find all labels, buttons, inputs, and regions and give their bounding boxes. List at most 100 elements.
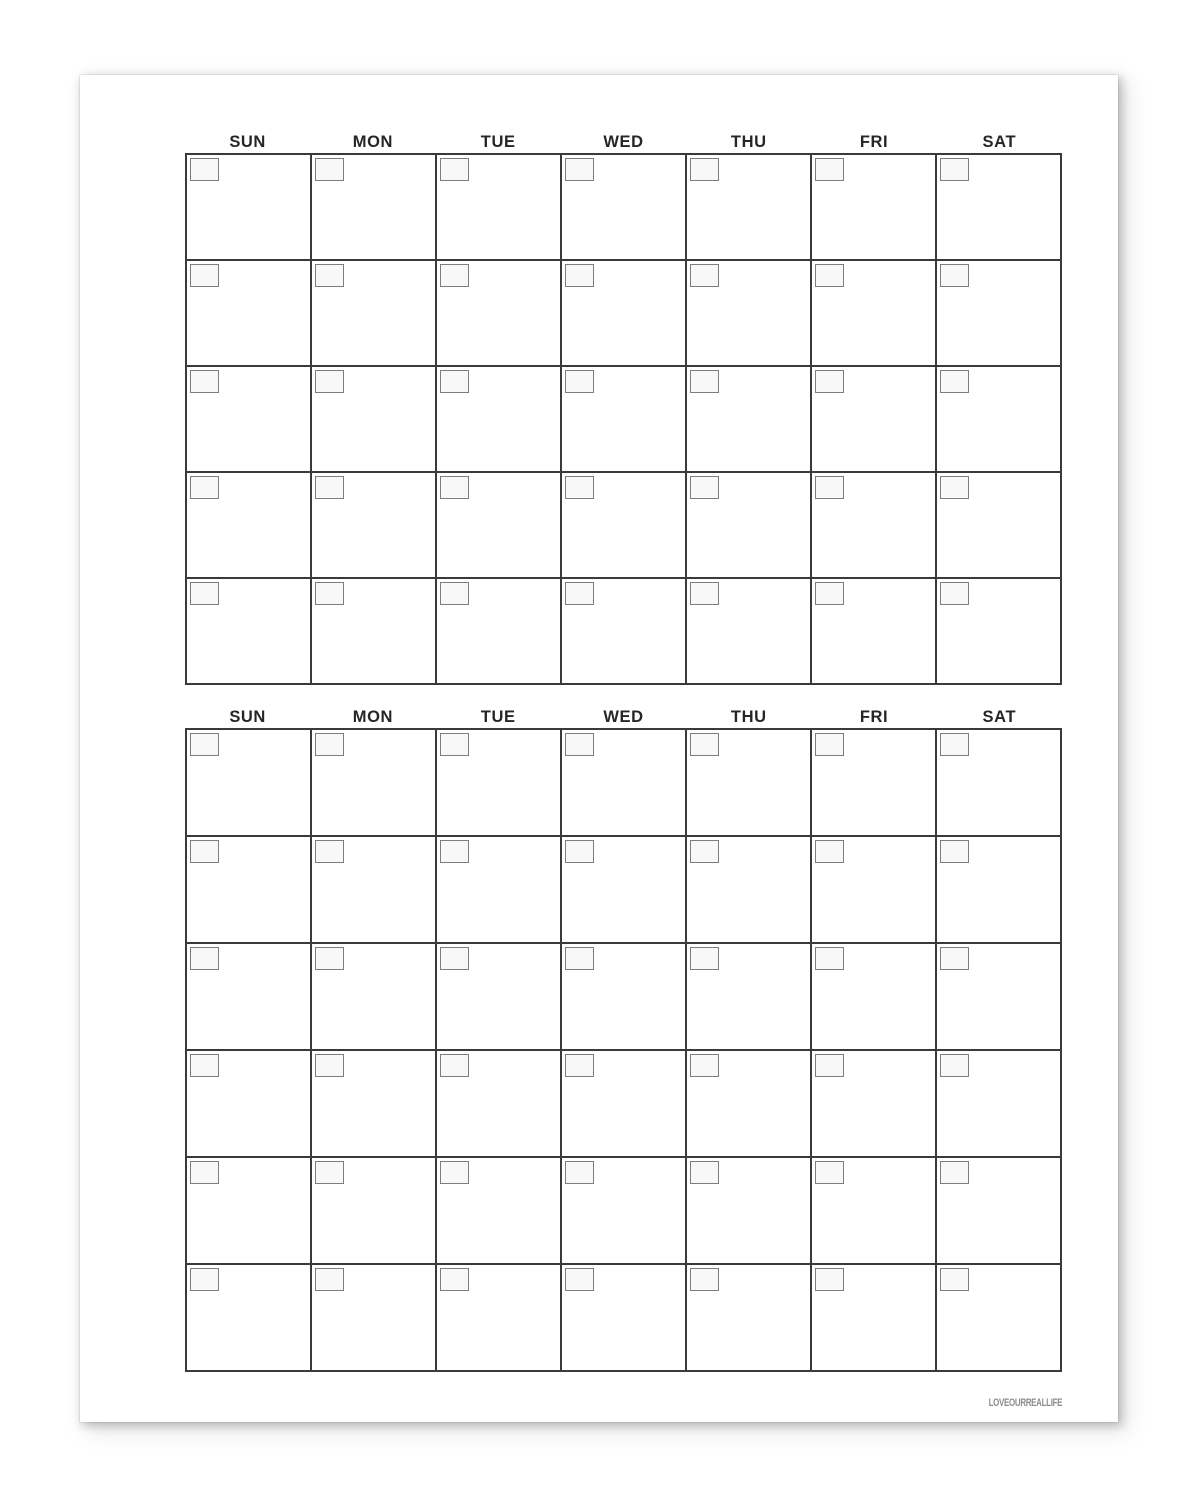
- date-number-box[interactable]: [440, 733, 469, 756]
- day-cell-november-w2-sun[interactable]: [187, 261, 312, 367]
- date-number-box[interactable]: [690, 370, 719, 393]
- date-number-box[interactable]: [690, 840, 719, 863]
- date-number-box[interactable]: [565, 1054, 594, 1077]
- date-number-box[interactable]: [565, 158, 594, 181]
- date-number-box[interactable]: [690, 158, 719, 181]
- date-number-box[interactable]: [315, 158, 344, 181]
- day-cell-november-w4-fri[interactable]: [812, 473, 937, 579]
- day-cell-november-w4-wed[interactable]: [562, 473, 687, 579]
- day-cell-december-w6-wed[interactable]: [562, 1265, 687, 1372]
- day-cell-december-w2-sat[interactable]: [937, 837, 1062, 944]
- day-cell-december-w4-sat[interactable]: [937, 1051, 1062, 1158]
- day-cell-december-w4-tue[interactable]: [437, 1051, 562, 1158]
- date-number-box[interactable]: [690, 582, 719, 605]
- date-number-box[interactable]: [940, 733, 969, 756]
- date-number-box[interactable]: [190, 476, 219, 499]
- day-cell-december-w1-tue[interactable]: [437, 730, 562, 837]
- day-cell-november-w1-tue[interactable]: [437, 155, 562, 261]
- date-number-box[interactable]: [565, 840, 594, 863]
- date-number-box[interactable]: [440, 158, 469, 181]
- day-cell-november-w3-thu[interactable]: [687, 367, 812, 473]
- day-cell-december-w2-thu[interactable]: [687, 837, 812, 944]
- date-number-box[interactable]: [190, 158, 219, 181]
- day-cell-november-w5-tue[interactable]: [437, 579, 562, 685]
- date-number-box[interactable]: [565, 1268, 594, 1291]
- date-number-box[interactable]: [690, 1161, 719, 1184]
- date-number-box[interactable]: [940, 582, 969, 605]
- day-cell-november-w1-mon[interactable]: [312, 155, 437, 261]
- date-number-box[interactable]: [190, 582, 219, 605]
- date-number-box[interactable]: [815, 582, 844, 605]
- date-number-box[interactable]: [940, 264, 969, 287]
- day-cell-december-w5-wed[interactable]: [562, 1158, 687, 1265]
- day-cell-december-w3-wed[interactable]: [562, 944, 687, 1051]
- day-cell-december-w2-fri[interactable]: [812, 837, 937, 944]
- day-cell-november-w3-fri[interactable]: [812, 367, 937, 473]
- day-cell-december-w5-sun[interactable]: [187, 1158, 312, 1265]
- date-number-box[interactable]: [940, 1054, 969, 1077]
- date-number-box[interactable]: [315, 947, 344, 970]
- day-cell-december-w4-wed[interactable]: [562, 1051, 687, 1158]
- date-number-box[interactable]: [315, 1268, 344, 1291]
- day-cell-december-w3-mon[interactable]: [312, 944, 437, 1051]
- day-cell-december-w3-sun[interactable]: [187, 944, 312, 1051]
- day-cell-december-w6-sun[interactable]: [187, 1265, 312, 1372]
- date-number-box[interactable]: [190, 370, 219, 393]
- day-cell-december-w2-tue[interactable]: [437, 837, 562, 944]
- date-number-box[interactable]: [190, 733, 219, 756]
- date-number-box[interactable]: [440, 840, 469, 863]
- day-cell-november-w3-wed[interactable]: [562, 367, 687, 473]
- date-number-box[interactable]: [315, 1161, 344, 1184]
- date-number-box[interactable]: [940, 840, 969, 863]
- date-number-box[interactable]: [315, 264, 344, 287]
- date-number-box[interactable]: [440, 582, 469, 605]
- day-cell-november-w5-thu[interactable]: [687, 579, 812, 685]
- date-number-box[interactable]: [440, 1054, 469, 1077]
- date-number-box[interactable]: [690, 1054, 719, 1077]
- day-cell-november-w3-mon[interactable]: [312, 367, 437, 473]
- day-cell-december-w1-wed[interactable]: [562, 730, 687, 837]
- date-number-box[interactable]: [565, 947, 594, 970]
- day-cell-november-w2-tue[interactable]: [437, 261, 562, 367]
- day-cell-november-w2-wed[interactable]: [562, 261, 687, 367]
- day-cell-december-w5-mon[interactable]: [312, 1158, 437, 1265]
- date-number-box[interactable]: [440, 947, 469, 970]
- day-cell-november-w1-fri[interactable]: [812, 155, 937, 261]
- day-cell-december-w3-fri[interactable]: [812, 944, 937, 1051]
- day-cell-december-w6-mon[interactable]: [312, 1265, 437, 1372]
- day-cell-november-w5-mon[interactable]: [312, 579, 437, 685]
- day-cell-november-w4-mon[interactable]: [312, 473, 437, 579]
- date-number-box[interactable]: [565, 476, 594, 499]
- day-cell-november-w5-sat[interactable]: [937, 579, 1062, 685]
- date-number-box[interactable]: [440, 1161, 469, 1184]
- day-cell-december-w4-thu[interactable]: [687, 1051, 812, 1158]
- date-number-box[interactable]: [190, 840, 219, 863]
- day-cell-november-w1-wed[interactable]: [562, 155, 687, 261]
- day-cell-december-w2-sun[interactable]: [187, 837, 312, 944]
- date-number-box[interactable]: [940, 158, 969, 181]
- date-number-box[interactable]: [190, 1268, 219, 1291]
- day-cell-december-w2-mon[interactable]: [312, 837, 437, 944]
- date-number-box[interactable]: [440, 476, 469, 499]
- date-number-box[interactable]: [315, 582, 344, 605]
- day-cell-november-w2-sat[interactable]: [937, 261, 1062, 367]
- date-number-box[interactable]: [565, 582, 594, 605]
- day-cell-december-w5-fri[interactable]: [812, 1158, 937, 1265]
- date-number-box[interactable]: [565, 733, 594, 756]
- date-number-box[interactable]: [315, 733, 344, 756]
- day-cell-december-w1-sat[interactable]: [937, 730, 1062, 837]
- date-number-box[interactable]: [190, 1161, 219, 1184]
- day-cell-december-w6-sat[interactable]: [937, 1265, 1062, 1372]
- day-cell-december-w3-tue[interactable]: [437, 944, 562, 1051]
- date-number-box[interactable]: [190, 947, 219, 970]
- date-number-box[interactable]: [940, 1161, 969, 1184]
- date-number-box[interactable]: [565, 1161, 594, 1184]
- date-number-box[interactable]: [565, 264, 594, 287]
- day-cell-november-w2-thu[interactable]: [687, 261, 812, 367]
- day-cell-december-w2-wed[interactable]: [562, 837, 687, 944]
- date-number-box[interactable]: [190, 264, 219, 287]
- day-cell-december-w3-thu[interactable]: [687, 944, 812, 1051]
- date-number-box[interactable]: [940, 1268, 969, 1291]
- day-cell-december-w1-mon[interactable]: [312, 730, 437, 837]
- date-number-box[interactable]: [315, 370, 344, 393]
